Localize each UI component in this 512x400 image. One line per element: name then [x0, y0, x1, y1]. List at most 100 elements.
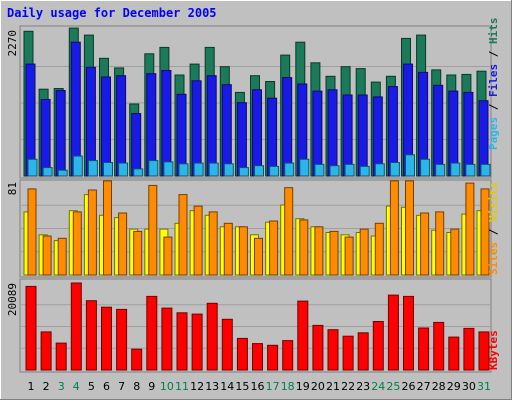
pages-bar	[148, 160, 159, 177]
files-bar	[55, 90, 66, 177]
pages-bar	[314, 163, 325, 177]
kbytes-bar	[40, 331, 52, 371]
kbytes-bar	[357, 332, 369, 371]
day-label: 20	[311, 380, 325, 393]
pages-bar	[284, 162, 295, 177]
files-bar	[327, 89, 338, 177]
files-bar	[85, 66, 96, 177]
kbytes-bar	[85, 300, 97, 371]
legend-sep-1: /	[487, 97, 500, 117]
day-label: 15	[235, 380, 249, 393]
legend-kbytes: KBytes	[487, 330, 500, 370]
files-bar	[40, 99, 51, 177]
legend-files: Files	[487, 64, 500, 97]
day-label: 11	[175, 380, 189, 393]
visits-bar	[465, 182, 475, 276]
files-bar	[221, 84, 232, 177]
day-label: 2	[43, 380, 50, 393]
chart-title: Daily usage for December 2005	[7, 6, 217, 20]
pages-bar	[329, 165, 340, 177]
hits-legend: Pages / Files / Hits	[487, 18, 500, 151]
day-label: 7	[118, 380, 125, 393]
visits-bar	[435, 211, 445, 276]
day-label: 14	[220, 380, 234, 393]
files-bar	[236, 102, 247, 177]
kbytes-bar	[131, 348, 143, 371]
pages-bar	[359, 165, 370, 177]
day-label: 24	[371, 380, 385, 393]
pages-bar	[118, 162, 129, 177]
visits-bar	[374, 222, 384, 276]
day-label: 16	[251, 380, 265, 393]
kbytes-bar	[101, 306, 112, 371]
day-label: 28	[432, 380, 446, 393]
kbytes-bar	[327, 329, 339, 371]
kbytes-bar	[403, 295, 414, 371]
pages-bar	[208, 162, 219, 177]
pages-bar	[374, 163, 385, 177]
files-bar	[267, 97, 278, 177]
pages-bar	[405, 154, 415, 177]
files-bar	[342, 94, 353, 177]
legend-visits: Visits	[487, 182, 500, 222]
kbytes-bar	[342, 335, 354, 371]
visits-bar	[103, 180, 112, 276]
pages-bar	[57, 169, 68, 177]
visits-bar	[450, 228, 460, 276]
day-label: 4	[73, 380, 80, 393]
files-bar	[191, 80, 202, 177]
kbytes-bar	[116, 308, 128, 371]
pages-bar	[27, 158, 38, 177]
pages-bar	[42, 167, 53, 177]
kbytes-bar	[372, 321, 384, 371]
pages-bar	[193, 162, 204, 177]
visits-bar	[480, 188, 490, 276]
visits-bar	[299, 219, 309, 276]
visits-bar	[118, 212, 128, 276]
pages-bar	[223, 163, 234, 177]
legend-sep-3: /	[487, 222, 500, 242]
visits-bar	[193, 205, 203, 276]
visits-bar	[254, 237, 263, 276]
day-label: 3	[58, 380, 65, 393]
visits-bar	[223, 222, 233, 276]
kbytes-bar	[176, 312, 188, 371]
day-label: 18	[281, 380, 295, 393]
kbytes-bar	[448, 336, 460, 371]
visits-bar	[163, 236, 173, 276]
kbytes-bar	[252, 343, 263, 371]
kbytes-bar	[191, 313, 203, 371]
pages-bar	[133, 168, 144, 177]
legend-sites: Sites	[487, 242, 500, 275]
visits-bar	[420, 212, 430, 276]
day-label: 19	[296, 380, 310, 393]
day-labels: 1 2 3 4 5 6 7 8 9 10 11 12 13 14 15 16 17 18 19 20 21 22 23 24 2…	[28, 380, 492, 393]
pages-bar	[299, 158, 310, 177]
day-label: 17	[266, 380, 280, 393]
visits-bar	[359, 228, 369, 276]
pages-bar	[103, 162, 113, 177]
files-bar	[131, 113, 142, 177]
visits-bar	[238, 226, 248, 276]
pages-bar	[389, 162, 400, 177]
pages-bar	[178, 163, 189, 177]
kbytes-legend: KBytes	[487, 330, 500, 370]
visits-bar	[27, 188, 37, 276]
hits-ymax-label: 2270	[6, 30, 19, 57]
pages-bar	[254, 165, 264, 177]
bars	[23, 27, 491, 371]
pages-bar	[435, 163, 446, 177]
kbytes-bar	[297, 300, 309, 371]
day-label: 8	[133, 380, 140, 393]
visits-bar	[178, 194, 188, 276]
visits-bar	[389, 180, 399, 276]
visits-bar	[72, 211, 82, 276]
day-label: 5	[88, 380, 95, 393]
kbytes-bar	[25, 285, 37, 371]
kbytes-bar	[463, 327, 475, 371]
sites-legend: Sites / Visits	[487, 182, 500, 275]
visits-bar	[208, 211, 218, 276]
visits-bar	[284, 187, 294, 276]
kbytes-bar	[282, 340, 294, 371]
day-label: 25	[386, 380, 400, 393]
